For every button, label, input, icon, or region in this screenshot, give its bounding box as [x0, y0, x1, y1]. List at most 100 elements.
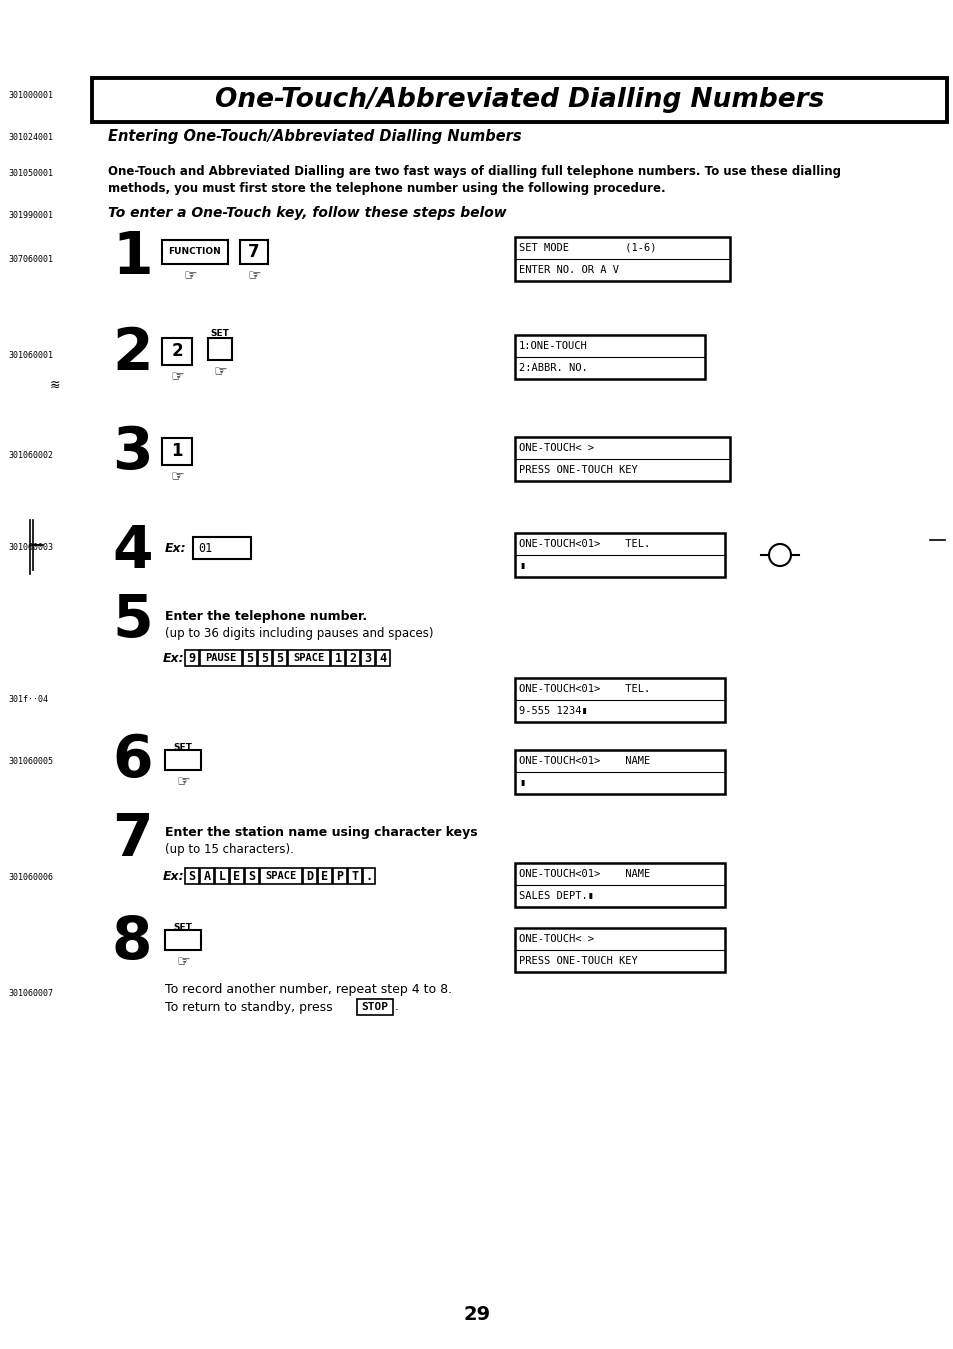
Text: ENTER NO. OR A V: ENTER NO. OR A V — [518, 264, 618, 275]
Bar — [515, 437, 729, 482]
Bar — [200, 867, 213, 884]
Text: 301990001: 301990001 — [8, 210, 53, 220]
Bar — [375, 650, 390, 666]
Text: 301060005: 301060005 — [8, 758, 53, 766]
Text: ☞: ☞ — [176, 955, 190, 970]
Text: ▮: ▮ — [518, 778, 525, 788]
Text: Enter the station name using character keys: Enter the station name using character k… — [165, 826, 477, 839]
Text: 1:ONE-TOUCH: 1:ONE-TOUCH — [518, 341, 587, 351]
Bar — [230, 867, 244, 884]
Text: Ex:: Ex: — [163, 652, 185, 665]
Text: ONE-TOUCH<01>    NAME: ONE-TOUCH<01> NAME — [518, 755, 650, 766]
Bar — [214, 867, 229, 884]
Text: 7: 7 — [248, 243, 259, 260]
Text: 3: 3 — [364, 652, 371, 665]
Bar — [91, 78, 946, 121]
Text: 5: 5 — [261, 652, 269, 665]
Text: ONE-TOUCH<01>    TEL.: ONE-TOUCH<01> TEL. — [518, 684, 650, 693]
Text: Enter the telephone number.: Enter the telephone number. — [165, 610, 367, 623]
Bar — [360, 650, 375, 666]
Text: SPACE: SPACE — [294, 653, 324, 662]
Text: ☞: ☞ — [183, 268, 196, 283]
Text: Entering One-Touch/Abbreviated Dialling Numbers: Entering One-Touch/Abbreviated Dialling … — [108, 128, 521, 143]
Text: ONE-TOUCH< >: ONE-TOUCH< > — [518, 934, 594, 944]
Text: 4: 4 — [379, 652, 386, 665]
Text: 4: 4 — [112, 523, 152, 580]
Text: 301060002: 301060002 — [8, 451, 53, 460]
Bar — [240, 240, 268, 264]
Text: ONE-TOUCH<01>    NAME: ONE-TOUCH<01> NAME — [518, 869, 650, 880]
Text: ☞: ☞ — [170, 370, 184, 384]
Text: PAUSE: PAUSE — [205, 653, 236, 662]
Bar — [348, 867, 361, 884]
Bar — [273, 650, 287, 666]
Text: 301f··04: 301f··04 — [8, 696, 48, 704]
Text: S: S — [248, 870, 255, 882]
Bar — [515, 750, 724, 795]
Text: 3: 3 — [112, 425, 152, 482]
Bar — [185, 867, 199, 884]
Bar — [333, 867, 347, 884]
Text: ☞: ☞ — [213, 364, 227, 379]
Text: SPACE: SPACE — [265, 871, 296, 881]
Text: 29: 29 — [463, 1306, 490, 1325]
Bar — [515, 928, 724, 973]
Text: 1: 1 — [112, 229, 152, 286]
Text: L: L — [218, 870, 225, 882]
Text: 301060007: 301060007 — [8, 989, 53, 997]
Bar — [346, 650, 359, 666]
Text: To return to standby, press: To return to standby, press — [165, 1001, 336, 1013]
Text: 6: 6 — [112, 731, 152, 789]
Text: 301050001: 301050001 — [8, 169, 53, 178]
Bar — [257, 650, 272, 666]
Text: 2: 2 — [349, 652, 356, 665]
Bar — [260, 867, 302, 884]
Bar — [245, 867, 258, 884]
Text: E: E — [321, 870, 328, 882]
Text: 2: 2 — [112, 325, 152, 382]
Bar — [162, 339, 192, 366]
Bar — [288, 650, 330, 666]
Text: A: A — [203, 870, 211, 882]
Bar — [331, 650, 345, 666]
Bar — [243, 650, 256, 666]
Text: 5: 5 — [276, 652, 283, 665]
Text: SET: SET — [211, 329, 230, 339]
Bar — [317, 867, 332, 884]
Bar — [208, 339, 232, 360]
Text: FUNCTION: FUNCTION — [169, 247, 221, 256]
Text: 307060001: 307060001 — [8, 255, 53, 264]
Text: 2:ABBR. NO.: 2:ABBR. NO. — [518, 363, 587, 374]
Text: 301060003: 301060003 — [8, 544, 53, 553]
Bar — [162, 240, 228, 264]
Text: D: D — [306, 870, 314, 882]
Text: 5: 5 — [112, 591, 152, 649]
Text: ONE-TOUCH< >: ONE-TOUCH< > — [518, 442, 594, 453]
Text: .: . — [395, 1001, 398, 1013]
Bar — [200, 650, 242, 666]
Text: 301000001: 301000001 — [8, 92, 53, 100]
Text: (up to 15 characters).: (up to 15 characters). — [165, 843, 294, 857]
Text: To enter a One-Touch key, follow these steps below: To enter a One-Touch key, follow these s… — [108, 206, 506, 220]
Text: To record another number, repeat step 4 to 8.: To record another number, repeat step 4 … — [165, 982, 452, 996]
Text: PRESS ONE-TOUCH KEY: PRESS ONE-TOUCH KEY — [518, 956, 638, 966]
Bar — [515, 533, 724, 577]
Bar — [162, 438, 192, 465]
Text: 1: 1 — [335, 652, 341, 665]
Bar — [515, 863, 724, 907]
Bar — [515, 237, 729, 281]
Text: One-Touch/Abbreviated Dialling Numbers: One-Touch/Abbreviated Dialling Numbers — [214, 86, 823, 113]
Text: One-Touch and Abbreviated Dialling are two fast ways of dialling full telephone : One-Touch and Abbreviated Dialling are t… — [108, 165, 841, 178]
Bar — [356, 1000, 393, 1014]
Text: 5: 5 — [246, 652, 253, 665]
Text: ☞: ☞ — [176, 774, 190, 789]
Text: 301060006: 301060006 — [8, 874, 53, 882]
Text: SET: SET — [173, 924, 193, 932]
Text: T: T — [351, 870, 358, 882]
Text: 301024001: 301024001 — [8, 134, 53, 143]
Text: 8: 8 — [112, 913, 152, 970]
Text: 301060001: 301060001 — [8, 351, 53, 359]
Text: ☞: ☞ — [170, 469, 184, 484]
Bar — [363, 867, 375, 884]
Bar — [165, 929, 201, 950]
